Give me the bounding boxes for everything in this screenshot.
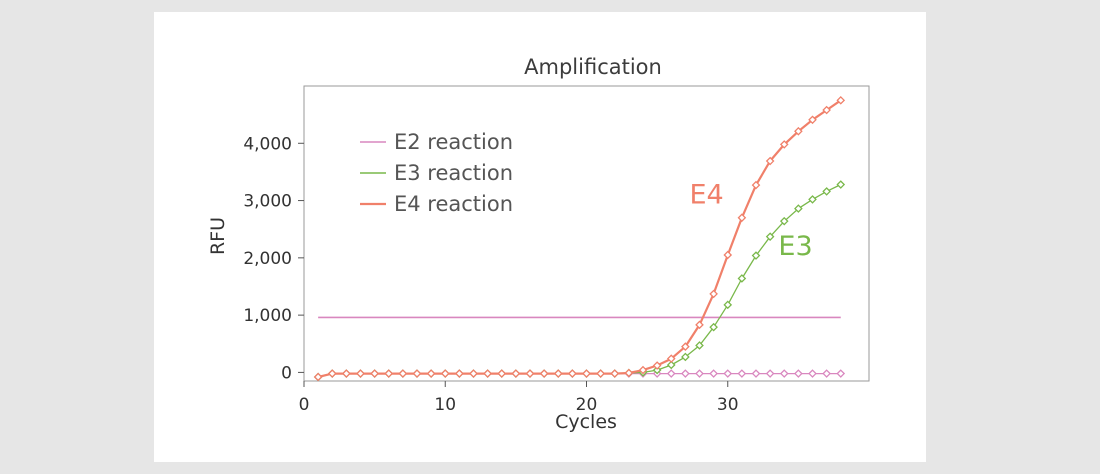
x-tick-label: 0	[299, 395, 310, 415]
data-point	[808, 115, 817, 125]
data-point	[681, 369, 690, 378]
data-point	[624, 368, 634, 378]
data-point	[497, 369, 507, 378]
y-tick-label: 4,000	[243, 134, 292, 154]
data-point	[709, 369, 718, 378]
x-axis-label: Cycles	[555, 411, 617, 433]
data-point	[723, 300, 733, 310]
data-point	[582, 369, 591, 378]
data-point	[681, 352, 690, 362]
data-point	[412, 369, 422, 378]
data-point	[666, 354, 676, 363]
x-tick-label: 20	[576, 395, 598, 415]
data-point	[695, 341, 704, 350]
data-point	[638, 365, 648, 375]
legend: E2 reaction E3 reaction E4 reaction	[360, 130, 513, 216]
data-point	[695, 369, 704, 378]
y-tick-label: 2,000	[243, 249, 292, 269]
data-point	[384, 369, 394, 378]
data-point	[737, 213, 747, 223]
data-point	[440, 369, 450, 378]
data-point	[666, 360, 676, 370]
legend-label: E3 reaction	[394, 161, 513, 185]
data-point	[808, 195, 817, 204]
data-point	[822, 187, 831, 196]
data-point	[370, 369, 379, 378]
data-point	[794, 126, 803, 136]
data-point	[751, 180, 761, 190]
data-point	[779, 140, 789, 149]
data-point	[596, 369, 605, 378]
data-point	[779, 369, 789, 378]
data-point	[836, 96, 846, 105]
data-point	[342, 369, 351, 378]
data-point	[652, 361, 662, 370]
data-point	[313, 372, 323, 382]
chart-panel: Amplification 0 1,000 2,000 3,000 4,000 0 10 2…	[154, 12, 926, 462]
series-e4-reaction	[313, 96, 846, 382]
data-point	[765, 156, 775, 166]
annotation-e3: E3	[778, 231, 812, 262]
y-tick-label: 1,000	[243, 306, 292, 326]
data-point	[525, 369, 535, 378]
data-point	[836, 180, 846, 189]
annotation-e4: E4	[689, 179, 723, 210]
data-point	[751, 251, 761, 260]
data-point	[539, 369, 549, 378]
data-point	[356, 369, 365, 378]
data-point	[737, 274, 747, 283]
x-tick-label: 10	[434, 395, 456, 415]
data-point	[709, 322, 718, 332]
data-point	[836, 369, 846, 378]
x-axis-ticks: 0 10 20 30	[299, 381, 739, 415]
data-point	[553, 369, 563, 378]
data-point	[398, 369, 408, 378]
annotations: E4 E3	[689, 179, 812, 262]
data-point	[568, 369, 577, 378]
data-point	[469, 369, 478, 378]
data-point	[765, 369, 775, 378]
data-point	[822, 105, 831, 115]
y-tick-label: 0	[281, 363, 292, 383]
series-e2-reaction	[313, 369, 846, 382]
data-point	[483, 369, 492, 378]
series-layer	[313, 96, 846, 382]
amplification-chart: Amplification 0 1,000 2,000 3,000 4,000 0 10 2…	[207, 55, 870, 433]
y-axis-ticks: 0 1,000 2,000 3,000 4,000	[243, 134, 304, 383]
data-point	[426, 369, 436, 378]
data-point	[808, 369, 817, 378]
data-point	[681, 342, 690, 351]
data-point	[723, 369, 733, 378]
data-point	[327, 369, 337, 378]
data-point	[751, 369, 761, 378]
data-point	[652, 365, 662, 375]
data-point	[709, 289, 718, 299]
data-point	[723, 250, 733, 260]
data-point	[695, 320, 704, 330]
legend-label: E2 reaction	[394, 130, 513, 154]
data-point	[794, 204, 803, 213]
chart-title: Amplification	[524, 55, 662, 79]
legend-label: E4 reaction	[394, 192, 513, 216]
data-point	[794, 369, 803, 378]
data-point	[779, 216, 789, 226]
data-point	[822, 369, 831, 378]
data-point	[610, 369, 620, 378]
data-point	[511, 369, 521, 378]
y-axis-label: RFU	[207, 217, 229, 255]
x-tick-label: 30	[717, 395, 739, 415]
y-tick-label: 3,000	[243, 192, 292, 212]
data-point	[455, 369, 464, 378]
data-point	[765, 232, 775, 241]
data-point	[666, 369, 676, 378]
data-point	[737, 369, 747, 378]
